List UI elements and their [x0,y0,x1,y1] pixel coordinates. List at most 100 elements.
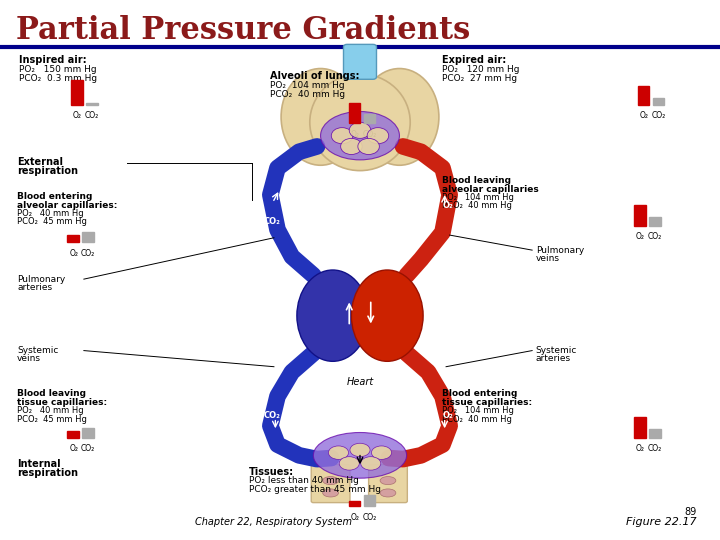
Text: O₂: O₂ [69,444,78,453]
Ellipse shape [320,112,400,160]
Bar [634,417,646,437]
Text: PO₂   104 mm Hg: PO₂ 104 mm Hg [443,193,514,202]
FancyBboxPatch shape [311,464,350,503]
Text: CO₂: CO₂ [652,111,665,120]
Ellipse shape [323,477,338,484]
Text: CO₂: CO₂ [648,232,662,241]
Ellipse shape [339,457,359,470]
Ellipse shape [351,270,423,361]
Bar [82,232,94,242]
Bar [364,496,375,507]
Ellipse shape [313,433,407,478]
Bar [649,429,661,437]
Bar [348,501,360,507]
Text: respiration: respiration [17,166,78,176]
Text: O₂: O₂ [73,111,82,120]
Text: Alveoli of lungs:: Alveoli of lungs: [270,71,360,81]
Text: O₂: O₂ [639,111,649,120]
Text: O₂: O₂ [351,513,359,522]
Text: CO₂: CO₂ [264,217,281,226]
Bar [348,103,360,123]
Text: arteries: arteries [536,354,571,363]
Text: PO₂ less than 40 mm Hg: PO₂ less than 40 mm Hg [249,476,359,485]
Text: 89: 89 [685,507,697,517]
Text: O₂: O₂ [442,201,453,210]
Ellipse shape [360,69,439,165]
Text: PCO₂  45 mm Hg: PCO₂ 45 mm Hg [17,415,87,423]
Text: CO₂: CO₂ [81,248,95,258]
Ellipse shape [361,457,381,470]
Ellipse shape [380,477,396,484]
Text: PO₂   120 mm Hg: PO₂ 120 mm Hg [443,65,520,74]
Ellipse shape [281,69,360,165]
Text: alveolar capillaries: alveolar capillaries [443,185,539,193]
Ellipse shape [349,122,371,138]
Text: alveolar capillaries:: alveolar capillaries: [17,201,117,210]
Text: Figure 22.17: Figure 22.17 [626,517,697,527]
Text: Tissues:: Tissues: [249,467,294,477]
Bar [68,431,79,437]
Text: Blood leaving: Blood leaving [17,389,86,399]
Ellipse shape [372,446,392,460]
Bar [649,218,661,226]
Text: Expired air:: Expired air: [443,55,507,65]
Bar [82,428,94,437]
Ellipse shape [350,443,370,457]
Text: veins: veins [17,354,41,363]
Ellipse shape [367,127,389,144]
Text: Partial Pressure Gradients: Partial Pressure Gradients [16,15,470,46]
Text: O₂: O₂ [636,232,645,241]
Text: CO₂: CO₂ [85,111,99,120]
Text: PO₂   150 mm Hg: PO₂ 150 mm Hg [19,65,97,74]
Text: Internal: Internal [17,459,60,469]
Text: PCO₂  0.3 mm Hg: PCO₂ 0.3 mm Hg [19,74,97,83]
Text: Pulmonary: Pulmonary [17,275,66,285]
Text: CO₂: CO₂ [362,130,377,139]
Text: PCO₂  40 mm Hg: PCO₂ 40 mm Hg [443,415,513,423]
Bar [71,80,83,105]
Bar [86,103,98,105]
Ellipse shape [380,489,396,497]
Text: Blood entering: Blood entering [443,389,518,399]
Text: O₂: O₂ [442,410,453,420]
Text: Heart: Heart [346,377,374,387]
Text: O₂: O₂ [351,130,359,139]
Bar [652,98,665,105]
Text: CO₂: CO₂ [81,444,95,453]
Ellipse shape [341,138,362,154]
Text: PCO₂  45 mm Hg: PCO₂ 45 mm Hg [17,218,87,226]
Ellipse shape [310,74,410,171]
Text: arteries: arteries [17,284,53,293]
Text: External: External [17,157,63,167]
Text: veins: veins [536,254,559,263]
Text: Blood entering: Blood entering [17,192,93,201]
Ellipse shape [323,489,338,497]
Text: PCO₂ greater than 45 mm Hg: PCO₂ greater than 45 mm Hg [249,485,381,494]
Text: O₂: O₂ [69,248,78,258]
Text: O₂: O₂ [636,444,645,453]
Text: PO₂  104 mm Hg: PO₂ 104 mm Hg [270,81,345,90]
Text: Chapter 22, Respiratory System: Chapter 22, Respiratory System [195,517,352,527]
Bar [68,235,79,242]
FancyBboxPatch shape [343,44,377,79]
Ellipse shape [358,138,379,154]
Text: Systemic: Systemic [536,346,577,355]
Text: Inspired air:: Inspired air: [19,55,87,65]
Text: Pulmonary: Pulmonary [536,246,584,255]
FancyBboxPatch shape [369,464,408,503]
Text: CO₂: CO₂ [648,444,662,453]
Ellipse shape [297,270,369,361]
Text: PO₂   104 mm Hg: PO₂ 104 mm Hg [443,407,514,415]
Text: tissue capillaries:: tissue capillaries: [443,398,533,407]
Bar [364,114,375,123]
Bar [634,205,646,226]
Ellipse shape [331,127,353,144]
Text: PCO₂  27 mm Hg: PCO₂ 27 mm Hg [443,74,518,83]
Text: PCO₂  40 mm Hg: PCO₂ 40 mm Hg [443,201,513,210]
Text: tissue capillaries:: tissue capillaries: [17,398,107,407]
Text: CO₂: CO₂ [264,410,281,420]
Text: Blood leaving: Blood leaving [443,176,511,185]
Text: PCO₂  40 mm Hg: PCO₂ 40 mm Hg [270,90,346,99]
Text: Systemic: Systemic [17,346,58,355]
Text: CO₂: CO₂ [362,513,377,522]
